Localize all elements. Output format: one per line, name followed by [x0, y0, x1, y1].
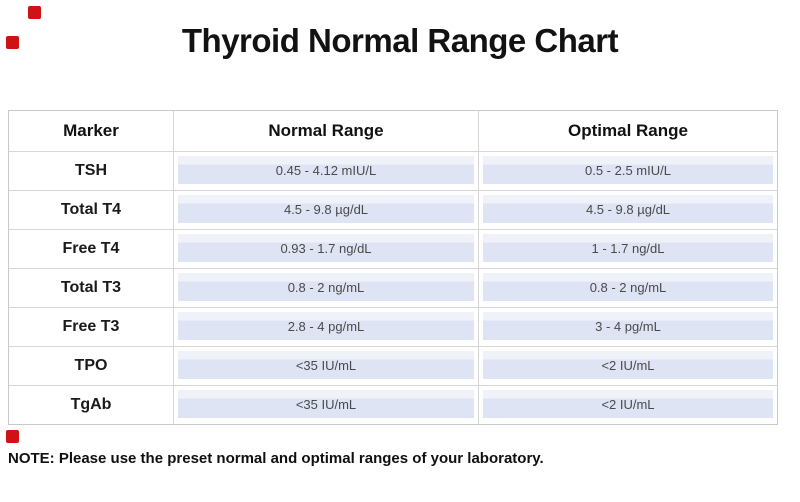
- table-header-row: Marker Normal Range Optimal Range: [9, 111, 777, 151]
- normal-range-value: 0.93 - 1.7 ng/dL: [178, 234, 474, 262]
- note-text: NOTE: Please use the preset normal and o…: [8, 450, 544, 467]
- normal-range-cell: 0.8 - 2 ng/mL: [173, 269, 478, 307]
- optimal-range-cell: 0.8 - 2 ng/mL: [478, 269, 777, 307]
- normal-range-cell: 2.8 - 4 pg/mL: [173, 308, 478, 346]
- table-row: TgAb <35 IU/mL <2 IU/mL: [9, 385, 777, 424]
- table-row: Total T4 4.5 - 9.8 µg/dL 4.5 - 9.8 µg/dL: [9, 190, 777, 229]
- column-header-optimal-range: Optimal Range: [478, 111, 777, 151]
- marker-cell: TgAb: [70, 396, 112, 413]
- table-row: TSH 0.45 - 4.12 mIU/L 0.5 - 2.5 mIU/L: [9, 151, 777, 190]
- normal-range-value: <35 IU/mL: [178, 351, 474, 379]
- optimal-range-value: 4.5 - 9.8 µg/dL: [483, 195, 773, 223]
- normal-range-value: 2.8 - 4 pg/mL: [178, 312, 474, 340]
- optimal-range-value: 0.5 - 2.5 mIU/L: [483, 156, 773, 184]
- normal-range-cell: 0.45 - 4.12 mIU/L: [173, 152, 478, 190]
- normal-range-value: 4.5 - 9.8 µg/dL: [178, 195, 474, 223]
- optimal-range-value: 0.8 - 2 ng/mL: [483, 273, 773, 301]
- optimal-range-cell: <2 IU/mL: [478, 386, 777, 424]
- marker-cell: Total T4: [60, 201, 122, 218]
- table-row: Free T3 2.8 - 4 pg/mL 3 - 4 pg/mL: [9, 307, 777, 346]
- column-header-normal-range: Normal Range: [173, 111, 478, 151]
- red-square-marker: [6, 430, 19, 443]
- red-square-marker: [6, 36, 19, 49]
- marker-cell: Free T4: [62, 240, 120, 257]
- table-row: Total T3 0.8 - 2 ng/mL 0.8 - 2 ng/mL: [9, 268, 777, 307]
- table-row: Free T4 0.93 - 1.7 ng/dL 1 - 1.7 ng/dL: [9, 229, 777, 268]
- thyroid-range-table: Marker Normal Range Optimal Range TSH 0.…: [8, 110, 778, 425]
- optimal-range-cell: 1 - 1.7 ng/dL: [478, 230, 777, 268]
- table-row: TPO <35 IU/mL <2 IU/mL: [9, 346, 777, 385]
- normal-range-cell: <35 IU/mL: [173, 386, 478, 424]
- marker-cell: Free T3: [62, 318, 120, 335]
- optimal-range-cell: 0.5 - 2.5 mIU/L: [478, 152, 777, 190]
- marker-cell: TPO: [74, 357, 108, 374]
- column-header-marker: Marker: [63, 121, 119, 140]
- normal-range-value: <35 IU/mL: [178, 390, 474, 418]
- optimal-range-value: 3 - 4 pg/mL: [483, 312, 773, 340]
- optimal-range-cell: <2 IU/mL: [478, 347, 777, 385]
- normal-range-cell: 4.5 - 9.8 µg/dL: [173, 191, 478, 229]
- normal-range-value: 0.45 - 4.12 mIU/L: [178, 156, 474, 184]
- marker-cell: Total T3: [60, 279, 122, 296]
- optimal-range-cell: 3 - 4 pg/mL: [478, 308, 777, 346]
- red-square-marker: [28, 6, 41, 19]
- optimal-range-value: <2 IU/mL: [483, 390, 773, 418]
- optimal-range-value: <2 IU/mL: [483, 351, 773, 379]
- page-title: Thyroid Normal Range Chart: [181, 22, 619, 59]
- normal-range-value: 0.8 - 2 ng/mL: [178, 273, 474, 301]
- normal-range-cell: <35 IU/mL: [173, 347, 478, 385]
- optimal-range-cell: 4.5 - 9.8 µg/dL: [478, 191, 777, 229]
- normal-range-cell: 0.93 - 1.7 ng/dL: [173, 230, 478, 268]
- optimal-range-value: 1 - 1.7 ng/dL: [483, 234, 773, 262]
- marker-cell: TSH: [75, 162, 107, 179]
